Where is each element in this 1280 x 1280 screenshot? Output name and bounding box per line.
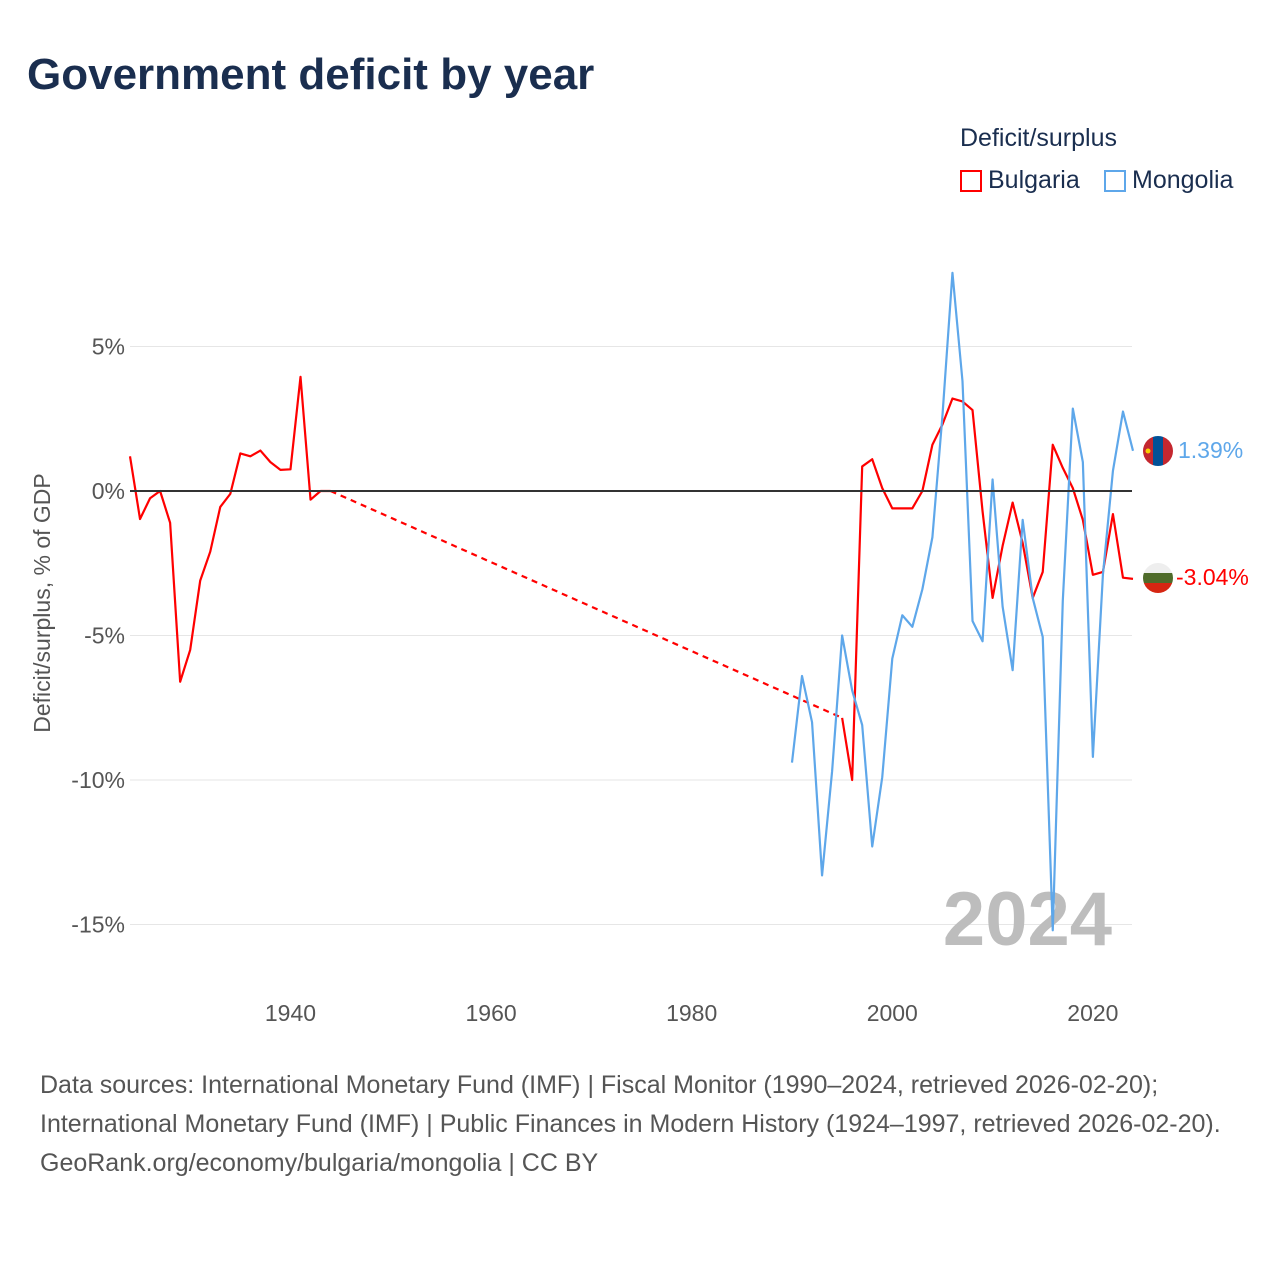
legend-label: Bulgaria — [988, 166, 1080, 194]
y-tick-label: 0% — [92, 478, 125, 504]
x-tick-label: 1940 — [265, 1000, 316, 1026]
series-line-bulgaria — [330, 489, 843, 719]
x-tick-label: 2020 — [1067, 1000, 1118, 1026]
legend-item-mongolia[interactable]: Mongolia — [1104, 166, 1233, 195]
source-notes: Data sources: International Monetary Fun… — [40, 1066, 1240, 1183]
x-tick-label: 1960 — [465, 1000, 516, 1026]
x-tick-label: 2000 — [867, 1000, 918, 1026]
end-label-mongolia: 1.39% — [1178, 437, 1243, 463]
series-line-bulgaria — [128, 375, 331, 683]
y-tick-label: -15% — [71, 912, 125, 938]
y-tick-label: -10% — [71, 767, 125, 793]
series-line-mongolia — [790, 271, 1135, 932]
end-label-bulgaria: -3.04% — [1176, 564, 1249, 590]
page-title: Government deficit by year — [27, 50, 595, 99]
legend-swatch-bulgaria — [960, 169, 982, 192]
line-chart: 5% 0% -5% -10% -15% 1940 1960 1980 2000 2020 2024… — [29, 271, 1249, 1026]
year-watermark: 2024 — [943, 877, 1112, 962]
attribution-link[interactable]: GeoRank.org/economy/bulgaria/mongolia | … — [40, 1149, 599, 1177]
legend-swatch-mongolia — [1104, 169, 1126, 192]
x-tick-label: 1980 — [666, 1000, 717, 1026]
y-tick-label: 5% — [92, 334, 125, 360]
bulgaria-flag-icon — [1143, 563, 1173, 593]
y-tick-label: -5% — [84, 623, 125, 649]
legend-item-bulgaria[interactable]: Bulgaria — [960, 166, 1080, 195]
source-text: Data sources: International Monetary Fun… — [40, 1071, 1221, 1138]
legend-label: Mongolia — [1132, 166, 1234, 194]
y-axis-label: Deficit/surplus, % of GDP — [29, 473, 55, 732]
mongolia-flag-icon — [1143, 436, 1173, 466]
legend-title: Deficit/surplus — [960, 124, 1117, 152]
